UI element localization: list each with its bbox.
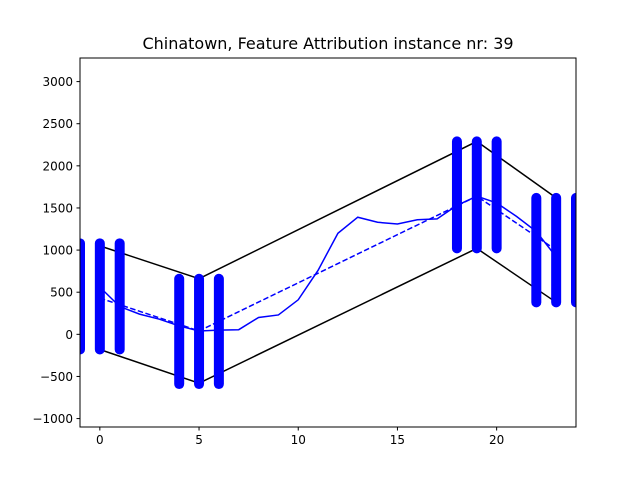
y-tick-label: 3000 — [42, 75, 73, 89]
series-dashed-line — [99, 195, 557, 332]
y-tick-label: −1000 — [32, 412, 73, 426]
chart-title: Chinatown, Feature Attribution instance … — [142, 34, 513, 53]
axes-frame — [79, 57, 577, 428]
y-tick-label: 2500 — [42, 117, 73, 131]
x-tick-label: 5 — [195, 433, 203, 447]
y-tick-label: −500 — [40, 370, 73, 384]
x-tick-label: 10 — [291, 433, 306, 447]
x-tick-label: 20 — [489, 433, 504, 447]
y-tick-label: 1500 — [42, 201, 73, 215]
x-tick-label: 15 — [390, 433, 405, 447]
y-tick-label: 2000 — [42, 159, 73, 173]
lower-envelope-line — [99, 247, 557, 385]
y-axis: −1000 −500 0 500 1000 1500 2000 2500 3000 — [32, 75, 80, 426]
x-axis: 0 5 10 15 20 — [96, 427, 504, 447]
y-tick-label: 0 — [65, 328, 73, 342]
y-tick-label: 1000 — [42, 244, 73, 258]
series-line — [99, 195, 557, 332]
plot-area — [80, 136, 576, 390]
y-tick-label: 500 — [50, 286, 73, 300]
x-tick-label: 0 — [96, 433, 104, 447]
upper-envelope-line — [99, 140, 557, 280]
